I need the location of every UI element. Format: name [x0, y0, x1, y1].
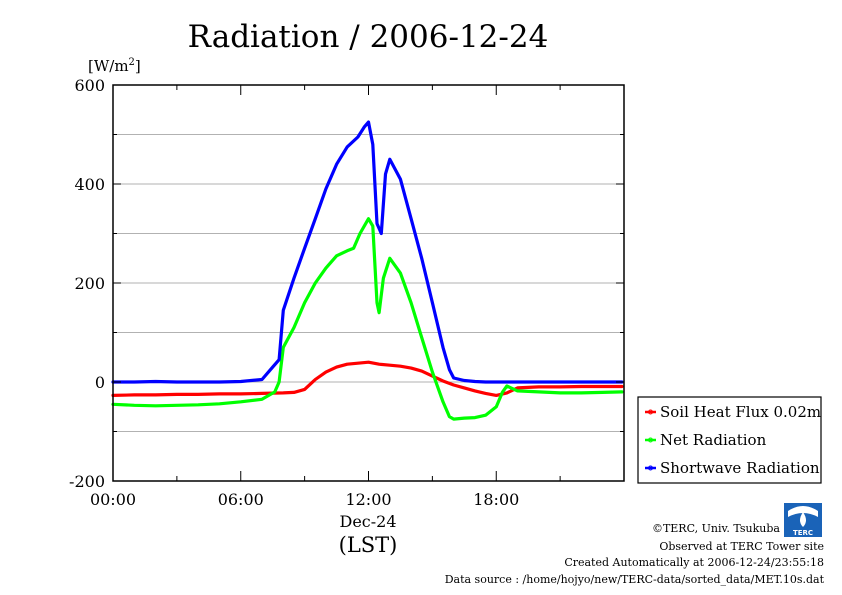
created-text: Created Automatically at 2006-12-24/23:5… — [564, 556, 824, 569]
y-tick-label: 400 — [74, 175, 105, 194]
y-tick-label: -200 — [69, 472, 105, 491]
legend-label: Soil Heat Flux 0.02m — [660, 403, 821, 421]
y-axis-unit: [W/m2] — [88, 57, 141, 75]
axis-ticks: -200 0 200 400 600 00:00 06:00 12:00 18:00 — [69, 76, 625, 509]
x-axis-label: (LST) — [339, 533, 398, 557]
terc-logo: TERC — [784, 503, 822, 537]
legend-label: Net Radiation — [660, 431, 767, 449]
legend-box — [637, 396, 822, 484]
series-layer — [111, 120, 624, 421]
x-tick-label: 00:00 — [90, 490, 136, 509]
y-tick-label: 600 — [74, 76, 105, 95]
legend-marker — [648, 437, 653, 443]
legend-marker — [648, 465, 653, 471]
observed-text: Observed at TERC Tower site — [659, 540, 824, 553]
series-line-0 — [111, 360, 624, 397]
x-tick-label: 18:00 — [473, 490, 519, 509]
series-line-2 — [111, 120, 624, 384]
legend-label: Shortwave Radiation — [660, 459, 820, 477]
x-tick-label: 12:00 — [345, 490, 391, 509]
x-tick-label: 06:00 — [218, 490, 264, 509]
chart-title: Radiation / 2006-12-24 — [188, 19, 549, 55]
x-axis-date-label: Dec-24 — [339, 512, 396, 531]
y-tick-label: 0 — [95, 373, 105, 392]
legend-marker — [648, 409, 653, 415]
source-text: Data source : /home/hojyo/new/TERC-data/… — [445, 573, 825, 586]
legend: Soil Heat Flux 0.02m Net Radiation Shortwa… — [637, 396, 822, 484]
copyright-text: ©TERC, Univ. Tsukuba — [652, 522, 780, 535]
series-line-1 — [111, 217, 624, 421]
y-tick-label: 200 — [74, 274, 105, 293]
logo-text: TERC — [793, 529, 813, 537]
